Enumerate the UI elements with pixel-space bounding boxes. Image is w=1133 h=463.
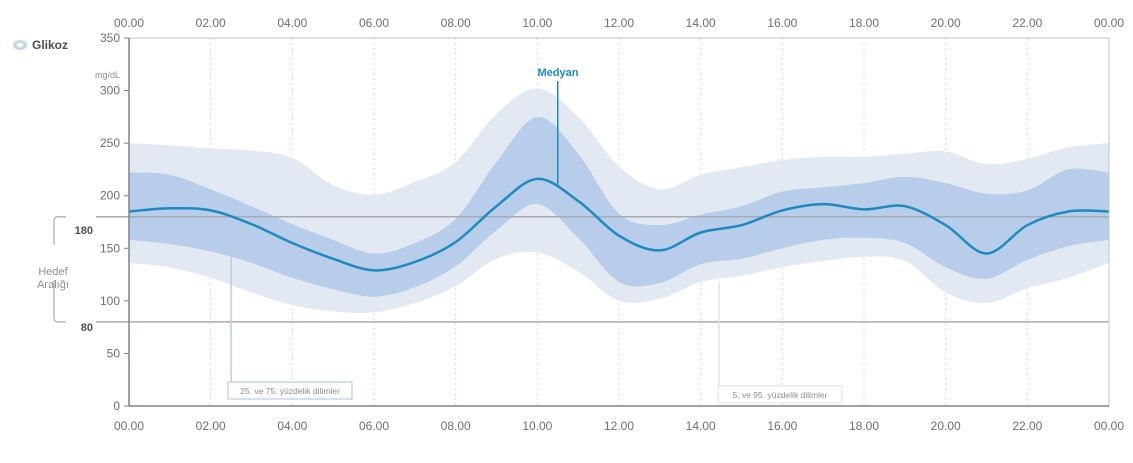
band-layer [129,88,1109,314]
target-low-label: 80 [81,322,93,334]
x-tick-label-top: 10.00 [522,16,552,30]
x-tick-label-top: 02.00 [196,16,226,30]
x-tick-label-bottom: 12.00 [604,419,634,433]
x-tick-label-top: 04.00 [277,16,307,30]
iqr-annotation-box [227,381,353,400]
target-range-label-line1: Hedef [38,266,68,278]
x-tick-label-bottom: 00.00 [1094,419,1124,433]
y-tick-label: 300 [100,84,120,98]
x-tick-label-top: 18.00 [849,16,879,30]
glucose-drop-icon [13,40,27,50]
y-tick-label: 150 [100,241,120,255]
target-range-label-line2: Aralığı [37,279,69,291]
x-tick-label-bottom: 04.00 [277,419,307,433]
x-tick-label-top: 12.00 [604,16,634,30]
y-tick-label: 0 [113,399,120,413]
iqr-annotation-label: 25. ve 75. yüzdelik dilimler [240,386,340,396]
x-tick-label-bottom: 06.00 [359,419,389,433]
median-line [128,177,1110,272]
y-tick-label: 250 [100,136,120,150]
annotation-layer [227,81,843,404]
x-tick-label-bottom: 20.00 [931,419,961,433]
median-annotation-label: Medyan [538,67,579,79]
x-tick-label-bottom: 10.00 [522,419,552,433]
y-tick-label: 350 [100,31,120,45]
x-tick-label-top: 14.00 [686,16,716,30]
y-tick-label: 200 [100,189,120,203]
x-tick-label-bottom: 18.00 [849,419,879,433]
x-tick-label-top: 16.00 [767,16,797,30]
x-tick-label-top: 08.00 [441,16,471,30]
median-layer [128,177,1110,272]
target-range-bracket [53,216,66,323]
target-range-layer [53,215,1109,323]
x-tick-label-top: 00.00 [114,16,144,30]
outer-annotation-label: 5. ve 95. yüzdelik dilimler [733,390,828,400]
x-tick-label-top: 20.00 [931,16,961,30]
x-tick-label-bottom: 16.00 [767,419,797,433]
x-tick-label-bottom: 14.00 [686,419,716,433]
x-tick-label-top: 22.00 [1012,16,1042,30]
x-tick-label-top: 06.00 [359,16,389,30]
x-tick-label-bottom: 22.00 [1012,419,1042,433]
axis-layer: 00.00 00.00 02.00 02.00 04.00 04.00 06.00 06.00… [100,16,1124,433]
x-tick-label-bottom: 00.00 [114,419,144,433]
y-tick-label: 50 [107,346,121,360]
x-tick-label-top: 00.00 [1094,16,1124,30]
x-tick-label-bottom: 08.00 [441,419,471,433]
y-unit-label: mg/dL [95,70,120,80]
x-tick-label-bottom: 02.00 [196,419,226,433]
outer-annotation-box [717,385,843,404]
legend: Glikoz [13,38,68,52]
y-tick-label: 100 [100,294,120,308]
target-high-label: 180 [75,225,93,237]
percentile-25-75-band [129,116,1109,297]
legend-label: Glikoz [32,38,68,52]
grid-layer [210,38,1028,406]
